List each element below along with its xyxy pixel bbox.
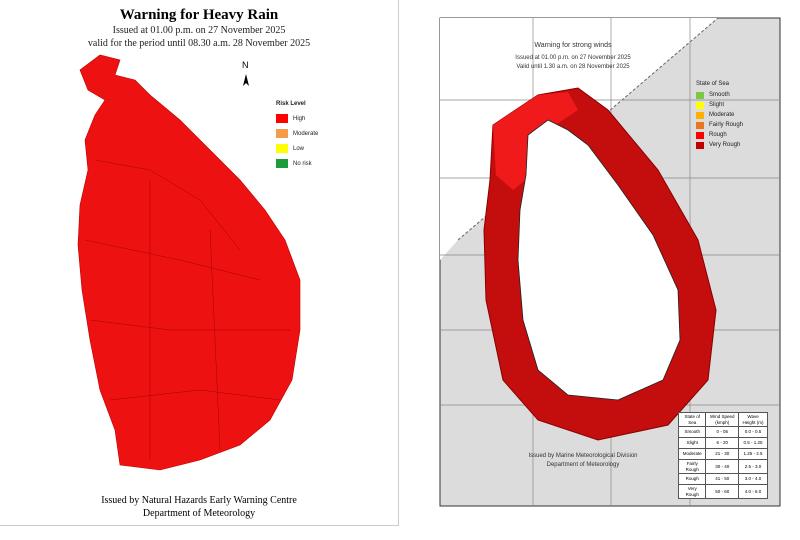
heavy-rain-title: Warning for Heavy Rain [119,7,279,23]
risk-legend-title: Risk Level [276,101,306,107]
heavy-rain-map [77,54,301,471]
legend-item-moderate: Moderate [696,111,743,119]
table-row: Smooth 0 - 05 0.0 - 0.5 [677,426,768,438]
north-arrow-icon [243,74,249,86]
sri-lanka-island [517,119,681,401]
strong-wind-issued: Issued at 01.00 p.m. on 27 November 2025 [515,55,631,61]
sea-state-legend: State of Sea Smooth Slight Moderate Fair… [696,80,743,151]
heavy-rain-footer: Issued by Natural Hazards Early Warning … [101,495,297,519]
table-row: Rough 41 - 50 3.0 - 4.0 [677,473,768,485]
sea-state-legend-title: State of Sea [696,81,730,87]
risk-legend: Risk Level High Moderate Low No risk [276,100,318,174]
legend-item-high: High [276,114,318,123]
legend-item-no-risk: No risk [276,159,318,168]
legend-item-very-rough: Very Rough [696,141,743,149]
legend-item-rough: Rough [696,131,743,139]
strong-wind-title: Warning for strong winds [534,42,612,49]
heavy-rain-map-panel: Warning for Heavy Rain Issued at 01.00 p… [0,0,399,526]
strong-wind-valid: Valid until 1.30 a.m. on 28 November 202… [516,64,630,70]
strong-wind-footer: Issued by Marine Meteorological Division… [528,453,638,468]
legend-item-fairly-rough: Fairly Rough [696,121,743,129]
table-row: Moderate 21 - 30 1.25 - 2.5 [677,448,768,460]
heavy-rain-issued: Issued at 01.00 p.m. on 27 November 2025 [112,25,286,36]
heavy-rain-valid: valid for the period until 08.30 a.m. 28… [87,38,311,49]
table-row: Fairly Rough 30 - 40 2.5 - 3.0 [677,459,768,474]
strong-wind-map-panel: Warning for strong winds Issued at 01.00… [418,0,800,540]
table-row: Very Rough 50 - 60 4.0 - 6.0 [677,484,768,499]
strong-wind-map [439,17,781,507]
legend-item-low: Low [276,144,318,153]
legend-item-moderate: Moderate [276,129,318,138]
legend-item-smooth: Smooth [696,91,743,99]
table-row: Slight 6 - 20 0.5 - 1.25 [677,437,768,449]
north-label: N [242,60,249,70]
legend-item-slight: Slight [696,101,743,109]
sea-state-table: State of Sea Wind Speed (kmph) Wave Height… [677,412,768,499]
